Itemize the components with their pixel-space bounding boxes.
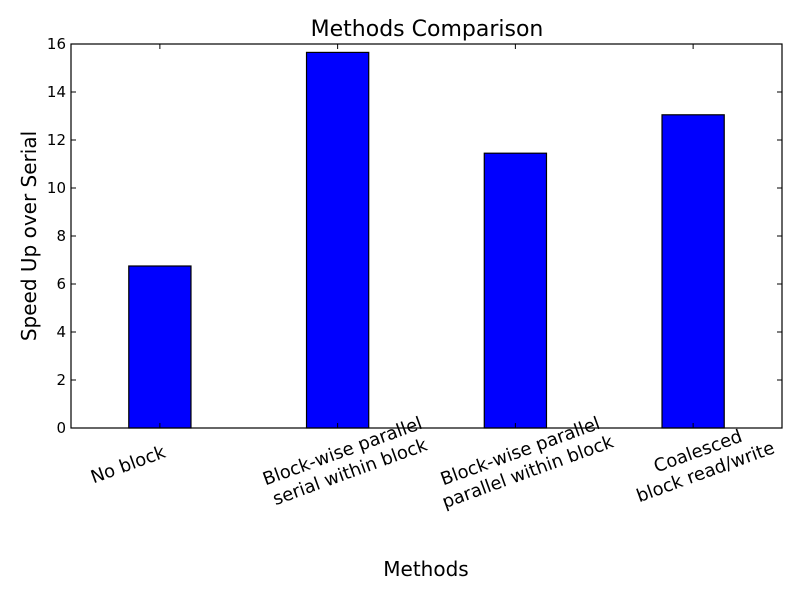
- bar-0: [128, 265, 192, 429]
- bar-1: [305, 51, 370, 429]
- y-tick-label-6: 6: [56, 275, 66, 293]
- y-tick-label-4: 4: [56, 323, 66, 341]
- y-tick-label-10: 10: [47, 179, 66, 197]
- x-category-label-0: No block: [88, 442, 169, 489]
- bar-2: [483, 152, 548, 429]
- y-tick-label-0: 0: [56, 419, 66, 437]
- y-tick-label-14: 14: [47, 83, 66, 101]
- bar-3: [661, 114, 725, 429]
- y-axis-ticks: 0 2 4 6 8 10 12 14 16: [47, 35, 782, 437]
- y-tick-label-12: 12: [47, 131, 66, 149]
- bars: [128, 51, 725, 429]
- x-category-line: No block: [88, 442, 169, 489]
- y-tick-label-16: 16: [47, 35, 66, 53]
- x-axis-label: Methods: [383, 557, 468, 581]
- y-tick-label-8: 8: [56, 227, 66, 245]
- chart-title: Methods Comparison: [311, 17, 544, 42]
- y-axis-label: Speed Up over Serial: [17, 131, 41, 341]
- y-tick-label-2: 2: [56, 371, 66, 389]
